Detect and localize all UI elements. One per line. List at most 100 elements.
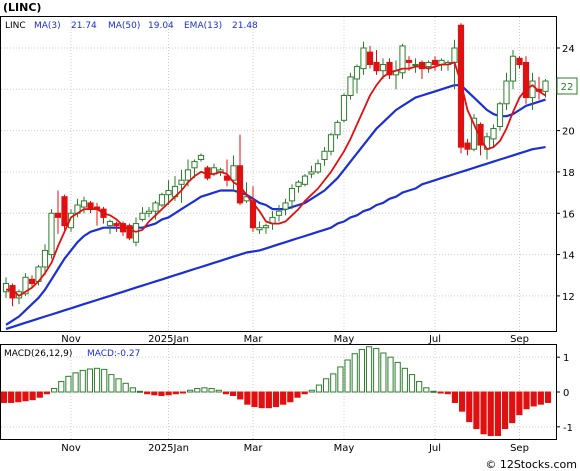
macd-bar-negative	[487, 391, 494, 437]
macd-bar-negative	[172, 391, 179, 395]
candle-up	[490, 128, 497, 140]
candle-up	[470, 117, 478, 150]
macd-bar-positive	[215, 389, 222, 393]
macd-bar-positive	[373, 347, 380, 393]
price-axis-tick-label: 18	[562, 168, 575, 179]
date-axis-label: May	[334, 334, 355, 345]
indicator-legend: LINC MA(3) 21.74 MA(50) 19.04 EMA(13) 21…	[5, 21, 258, 31]
watermark: © 12Stocks.com	[485, 458, 577, 471]
macd-bar-negative	[258, 391, 265, 409]
candle-down	[464, 142, 471, 150]
price-axis-tick-label: 14	[562, 251, 575, 262]
candle-down	[113, 223, 120, 227]
ema-13-line	[5, 84, 546, 326]
candle-up	[22, 276, 29, 295]
candle-up	[262, 225, 270, 229]
macd-bar-negative	[473, 391, 480, 430]
macd-bar-positive	[93, 367, 101, 393]
price-axis-tick-label: 24	[562, 44, 575, 55]
ema-label: EMA(13)	[184, 21, 222, 31]
date-axis-label: 2025Jan	[148, 334, 189, 345]
candle-up	[256, 227, 263, 231]
macd-bar-positive	[208, 388, 215, 393]
candle-up	[347, 76, 354, 97]
candle-up	[314, 163, 322, 173]
macd-date-axis-label: May	[334, 443, 355, 454]
macd-axis-tick-label: -1	[563, 423, 573, 434]
candle-down	[431, 59, 439, 66]
candle-up	[542, 80, 549, 92]
last-price-badge: 22	[556, 77, 578, 95]
macd-bar-negative	[29, 391, 36, 401]
candle-up	[295, 181, 302, 187]
macd-bar-negative	[537, 391, 544, 405]
ticker-label: LINC	[5, 21, 26, 31]
macd-value: MACD:-0.27	[87, 349, 140, 359]
candle-up	[41, 249, 49, 268]
macd-bar-positive	[194, 388, 201, 393]
candle-up	[80, 200, 88, 208]
candle-down	[418, 61, 426, 70]
macd-bar-negative	[509, 391, 516, 424]
candle-down	[366, 51, 374, 66]
macd-bar-negative	[158, 391, 165, 396]
last-price-badge-box	[556, 77, 578, 95]
macd-label: MACD(26,12,9)	[4, 349, 72, 359]
candle-down	[87, 202, 94, 210]
macd-bar-positive	[323, 378, 330, 393]
candle-up	[425, 61, 432, 68]
candle-up	[334, 121, 341, 136]
macd-bar-negative	[301, 391, 308, 395]
macd-bar-negative	[501, 391, 509, 430]
macd-date-axis-label: Jul	[428, 443, 441, 454]
price-panel	[0, 16, 557, 332]
macd-bar-positive	[416, 381, 423, 393]
macd-bar-negative	[22, 391, 29, 402]
macd-date-axis-label: Sep	[510, 443, 529, 454]
macd-bar-positive	[136, 390, 144, 393]
macd-bar-negative	[43, 391, 51, 395]
candle-up	[327, 134, 335, 152]
macd-bar-negative	[244, 391, 251, 405]
ma-short-label: MA(3)	[34, 21, 61, 31]
macd-bar-negative	[287, 391, 294, 403]
candle-up	[360, 47, 367, 70]
macd-bar-negative	[251, 391, 258, 408]
macd-bar-negative	[294, 391, 301, 398]
price-axis-tick-label: 12	[562, 292, 575, 303]
candle-down	[516, 57, 523, 66]
candle-up	[301, 175, 309, 185]
macd-bar-positive	[65, 375, 72, 393]
macd-bar-positive	[201, 387, 208, 393]
candle-up	[106, 221, 114, 227]
macd-bar-negative	[265, 391, 272, 409]
candle-up	[353, 66, 361, 80]
macd-bar-positive	[380, 352, 387, 393]
macd-axis-tick-label: 1	[563, 353, 569, 364]
candle-down	[61, 196, 68, 227]
macd-date-axis-label: Nov	[61, 443, 81, 454]
candle-up	[67, 212, 75, 229]
macd-bar-positive	[337, 366, 344, 393]
macd-bar-negative	[523, 391, 530, 410]
macd-bar-positive	[387, 356, 394, 393]
macd-bar-positive	[86, 368, 93, 393]
macd-bar-positive	[358, 349, 365, 393]
candle-up	[379, 64, 387, 72]
macd-bar-positive	[408, 374, 416, 393]
candle-up	[321, 150, 328, 161]
macd-bar-positive	[430, 390, 437, 393]
macd-bar-negative	[480, 391, 487, 435]
macd-bar-negative	[530, 391, 537, 407]
macd-bar-negative	[451, 391, 459, 403]
price-axis-tick-label: 20	[562, 127, 575, 138]
candle-up	[2, 282, 10, 293]
candle-up	[48, 212, 55, 256]
candle-up	[145, 210, 153, 214]
candle-up	[451, 47, 458, 63]
candle-up	[509, 55, 517, 82]
candle-up	[529, 80, 536, 99]
candle-up	[184, 169, 192, 181]
candle-up	[503, 80, 510, 105]
macd-bar-positive	[51, 388, 58, 393]
